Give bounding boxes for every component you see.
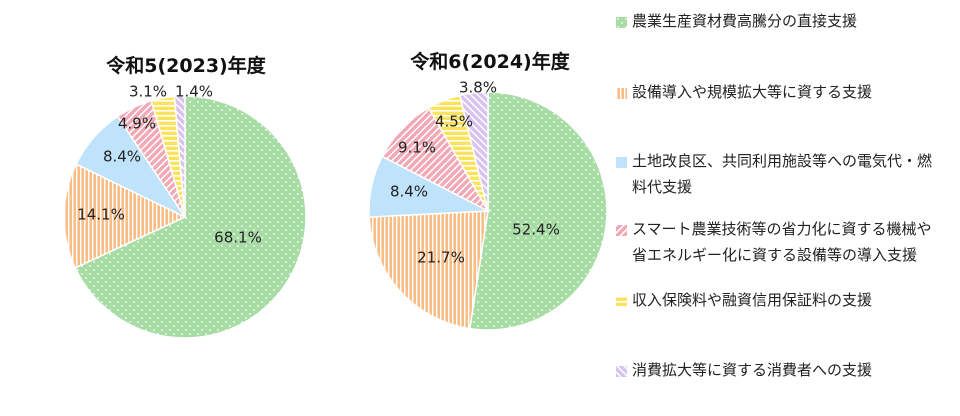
data-label-2023-4: 3.1% <box>129 83 167 101</box>
legend-label-3-1: 省エネルギー化に資する設備等の導入支援 <box>632 246 918 264</box>
legend-swatch-0 <box>616 17 627 28</box>
data-label-2023-5: 1.4% <box>175 83 213 101</box>
legend-label-5-0: 消費拡大等に資する消費者への支援 <box>632 361 873 379</box>
legend-swatch-3 <box>616 225 627 236</box>
pie-slice-2023-0 <box>74 95 307 339</box>
legend-item-2: 土地改良区、共同利用施設等への電気代・燃 料代支援 <box>612 148 957 200</box>
legend-label-1-0: 設備導入や規模拡大等に資する支援 <box>632 83 873 101</box>
legend-label-3-0: スマート農業技術等の省力化に資する機械や <box>632 220 932 238</box>
chart-title-2024: 令和6(2024)年度 <box>410 51 570 73</box>
legend-swatch-2 <box>616 157 627 168</box>
chart-title-2023: 令和5(2023)年度 <box>106 55 266 77</box>
legend-item-0: 農業生産資材費高騰分の直接支援 <box>612 8 957 34</box>
pie-slice-2023-1 <box>63 163 187 269</box>
data-label-2023-1: 14.1% <box>77 206 125 224</box>
pie-slice-2023-5 <box>173 95 186 218</box>
legend-swatch-4 <box>616 296 627 307</box>
pie-chart-2023: 68.1% 14.1% 8.4% 4.9% 3.1% 1.4% <box>63 83 307 339</box>
legend-swatch-5 <box>616 366 627 377</box>
legend-item-3: スマート農業技術等の省力化に資する機械や 省エネルギー化に資する設備等の導入支援 <box>612 216 957 268</box>
legend-item-1: 設備導入や規模拡大等に資する支援 <box>612 79 957 105</box>
legend-swatch-1 <box>616 88 627 99</box>
data-label-2023-3: 4.9% <box>118 115 156 133</box>
chart-legend: 農業生産資材費高騰分の直接支援 設備導入や規模拡大等に資する支援土地改良区、共同利… <box>612 0 960 416</box>
legend-label-2-0: 土地改良区、共同利用施設等への電気代・燃 <box>632 152 933 170</box>
legend-item-5: 消費拡大等に資する消費者への支援 <box>612 357 957 383</box>
data-label-2023-2: 8.4% <box>103 148 141 166</box>
data-label-2023-0: 68.1% <box>214 229 262 247</box>
legend-label-4-0: 収入保険料や融資信用保証料の支援 <box>632 291 873 309</box>
legend-label-2-1: 料代支援 <box>632 178 693 196</box>
legend-label-0-0: 農業生産資材費高騰分の直接支援 <box>632 12 858 30</box>
legend-item-4: 収入保険料や融資信用保証料の支援 <box>612 287 957 313</box>
